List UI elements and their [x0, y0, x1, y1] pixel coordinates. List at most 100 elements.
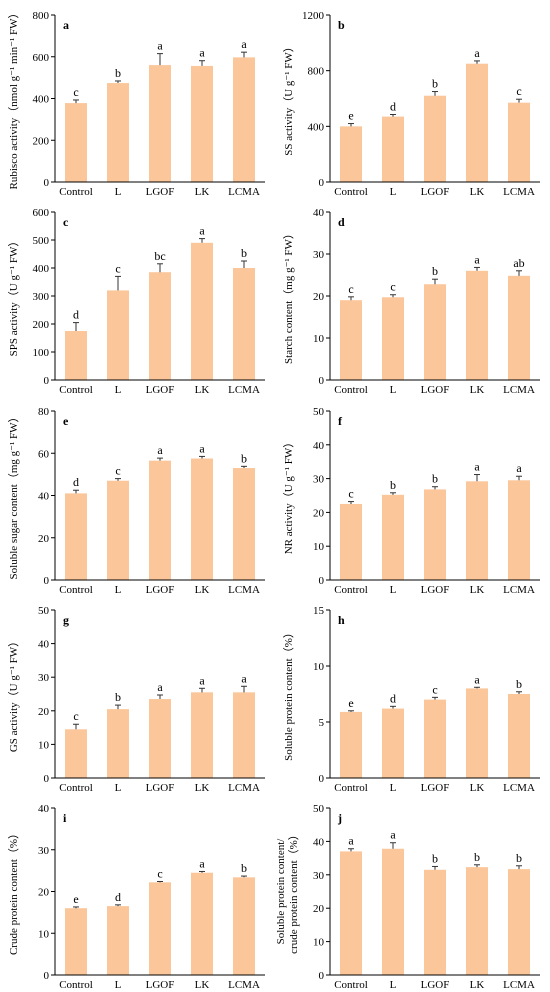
bar: [382, 494, 404, 580]
significance-label: a: [474, 46, 480, 60]
significance-label: c: [73, 85, 78, 99]
bar: [149, 272, 171, 380]
significance-label: c: [115, 464, 120, 478]
y-tick-label: 50: [313, 406, 325, 418]
bar: [191, 692, 213, 778]
bar: [340, 503, 362, 580]
chart-panel-h: e Control d Lc LGOF a LK b LCMA 0 5 10 15 h Soluble pr…: [282, 605, 540, 794]
y-tick-label: 0: [319, 773, 325, 785]
category-label: LK: [195, 584, 210, 596]
bar: [340, 711, 362, 778]
panel-letter: g: [63, 613, 69, 627]
bar: [382, 708, 404, 778]
y-tick-label: 20: [313, 291, 325, 303]
significance-label: b: [432, 851, 438, 865]
bar: [340, 126, 362, 182]
bar: [466, 481, 488, 580]
category-label: LK: [470, 384, 485, 396]
significance-label: a: [157, 443, 163, 457]
category-label: LK: [195, 186, 210, 198]
bar: [107, 480, 129, 580]
y-tick-label: 10: [313, 541, 325, 553]
y-tick-label: 600: [33, 207, 50, 219]
category-label: LGOF: [146, 782, 175, 794]
bar: [191, 242, 213, 380]
significance-label: a: [474, 460, 480, 474]
significance-label: e: [73, 892, 78, 906]
y-tick-label: 300: [33, 291, 50, 303]
bar: [508, 694, 530, 778]
category-label: LK: [195, 979, 210, 991]
category-label: LCMA: [503, 782, 535, 794]
significance-label: c: [348, 487, 353, 501]
category-label: LK: [470, 186, 485, 198]
panel-letter: c: [63, 215, 69, 229]
y-tick-label: 0: [319, 177, 325, 189]
y-tick-label: 30: [38, 672, 50, 684]
significance-label: c: [432, 682, 437, 696]
y-axis-label: Soluble sugar content（mg g⁻¹ FW）: [7, 412, 20, 580]
bar: [508, 480, 530, 580]
significance-label: b: [115, 690, 121, 704]
category-label: L: [115, 584, 122, 596]
category-label: LGOF: [146, 384, 175, 396]
chart-panel-d: c Control c Lb LGOF a LK ab LCMA 0 10 20 30 40 d Starch…: [282, 207, 540, 396]
y-tick-label: 0: [44, 177, 50, 189]
significance-label: a: [199, 441, 205, 455]
y-tick-label: 20: [313, 507, 325, 519]
significance-label: c: [115, 261, 120, 275]
y-tick-label: 5: [319, 717, 325, 729]
y-tick-label: 0: [44, 375, 50, 387]
category-label: L: [390, 782, 397, 794]
significance-label: c: [73, 709, 78, 723]
panel-letter: b: [338, 18, 345, 32]
y-tick-label: 20: [38, 887, 50, 899]
y-tick-label: 30: [313, 474, 325, 486]
y-tick-label: 0: [44, 773, 50, 785]
significance-label: a: [199, 46, 205, 60]
bar: [233, 268, 255, 380]
category-label: LK: [195, 782, 210, 794]
significance-label: bc: [154, 249, 165, 263]
category-label: LGOF: [146, 979, 175, 991]
bar: [65, 908, 87, 975]
y-tick-label: 40: [313, 207, 325, 219]
bar: [508, 869, 530, 975]
category-label: LCMA: [503, 384, 535, 396]
significance-label: b: [432, 264, 438, 278]
y-tick-label: 30: [313, 249, 325, 261]
y-tick-label: 500: [33, 235, 50, 247]
chart-panel-a: c Control b La LGOF a LK a LCMA 0 200 400 600 800 a Rub…: [7, 8, 265, 198]
y-tick-label: 40: [38, 491, 50, 503]
category-label: Control: [334, 384, 368, 396]
y-tick-label: 100: [33, 347, 50, 359]
y-axis-label: SPS activity（U g⁻¹ FW）: [7, 236, 20, 357]
category-label: L: [115, 979, 122, 991]
bar: [382, 116, 404, 182]
significance-label: d: [390, 691, 396, 705]
significance-label: b: [115, 66, 121, 80]
bar: [424, 284, 446, 380]
significance-label: c: [390, 280, 395, 294]
bar: [149, 882, 171, 975]
chart-panel-g: c Control b La LGOF a LK a LCMA 0 10 20 30 40 50 g GS ac…: [7, 605, 265, 794]
y-tick-label: 800: [33, 10, 50, 22]
bar: [107, 709, 129, 778]
category-label: Control: [59, 186, 93, 198]
significance-label: b: [241, 451, 247, 465]
category-label: LGOF: [146, 186, 175, 198]
y-tick-label: 10: [38, 928, 50, 940]
significance-label: b: [390, 478, 396, 492]
bar: [233, 692, 255, 778]
y-tick-label: 30: [38, 845, 50, 857]
y-axis-label: Rubisco activity（nmol g⁻¹ min⁻¹ FW）: [7, 8, 20, 190]
category-label: LCMA: [503, 979, 535, 991]
bar: [191, 872, 213, 975]
y-tick-label: 400: [33, 94, 50, 106]
y-tick-label: 40: [313, 836, 325, 848]
y-axis-label-line2: crude protein content（%）: [287, 829, 300, 954]
category-label: LCMA: [228, 584, 260, 596]
bar: [65, 493, 87, 580]
significance-label: d: [73, 308, 79, 322]
bar: [149, 460, 171, 580]
